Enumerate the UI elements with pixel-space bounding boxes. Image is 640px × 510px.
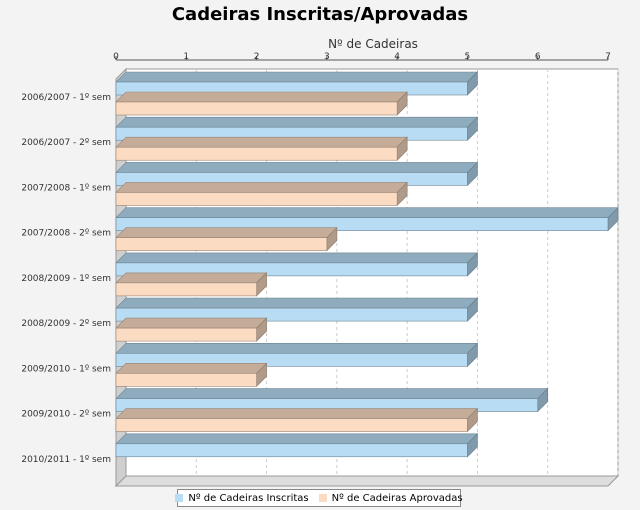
x-axis-label: Nº de Cadeiras — [328, 37, 418, 51]
bar-top-face — [115, 116, 479, 128]
bar-top-face — [115, 388, 549, 399]
bar-aprovadas — [115, 181, 408, 207]
bar-front-face — [115, 418, 468, 432]
bar-inscritas — [115, 71, 479, 96]
bar-top-face — [115, 91, 408, 103]
bar-top-face — [115, 272, 268, 284]
bar-front-face — [115, 443, 468, 458]
bar-top-face — [115, 343, 479, 354]
bar-aprovadas — [115, 407, 479, 433]
x-tick-label: 5 — [465, 52, 471, 62]
category-label: 2009/2010 - 1º sem — [21, 364, 111, 374]
bar-front-face — [115, 237, 328, 251]
category-label: 2006/2007 - 1º sem — [21, 93, 111, 103]
bar-aprovadas — [115, 91, 408, 116]
bar-front-face — [115, 146, 398, 161]
bar-front-face — [115, 327, 257, 342]
legend-label-inscritas: Nº de Cadeiras Inscritas — [188, 492, 309, 504]
x-tick-label: 1 — [183, 52, 189, 62]
category-label: 2010/2011 - 1º sem — [21, 455, 111, 465]
bar-aprovadas — [115, 272, 268, 297]
bar-top-face — [115, 207, 619, 218]
bar-top-face — [115, 227, 338, 238]
legend: Nº de Cadeiras Inscritas Nº de Cadeiras … — [175, 489, 463, 507]
x-tick-label: 2 — [254, 52, 260, 62]
bar-top-face — [115, 297, 479, 309]
bar-aprovadas — [115, 136, 408, 161]
x-tick-label: 3 — [324, 52, 330, 62]
category-label: 2009/2010 - 2º sem — [21, 410, 111, 420]
bar-top-face — [115, 136, 408, 148]
legend-swatch-aprovadas — [318, 494, 327, 502]
x-tick-label: 6 — [535, 52, 541, 62]
bar-top-face — [115, 182, 408, 193]
bar-inscritas — [115, 252, 479, 277]
bar-top-face — [115, 252, 479, 264]
legend-swatch-inscritas — [175, 494, 184, 502]
bar-front-face — [115, 192, 398, 206]
category-label: 2008/2009 - 2º sem — [21, 319, 111, 329]
bar-inscritas — [115, 206, 619, 232]
bar-inscritas — [115, 161, 479, 187]
category-label: 2008/2009 - 1º sem — [21, 274, 111, 284]
legend-item-inscritas: Nº de Cadeiras Inscritas — [175, 492, 309, 504]
legend-item-aprovadas: Nº de Cadeiras Aprovadas — [318, 492, 463, 504]
category-label: 2007/2008 - 2º sem — [21, 229, 111, 239]
x-tick-label: 7 — [605, 52, 611, 62]
bar-top-face — [115, 317, 268, 329]
bar-inscritas — [115, 387, 549, 413]
legend-label-aprovadas: Nº de Cadeiras Aprovadas — [331, 492, 463, 504]
bar-aprovadas — [115, 226, 338, 252]
bar-top-face — [115, 363, 268, 374]
bar-top-face — [115, 162, 479, 173]
category-label: 2007/2008 - 1º sem — [21, 183, 111, 193]
x-tick-label: 0 — [113, 52, 119, 62]
x-tick-label: 4 — [394, 52, 400, 62]
bar-inscritas — [115, 342, 479, 368]
chart-title: Cadeiras Inscritas/Aprovadas — [171, 4, 469, 25]
bar-top-face — [115, 433, 479, 445]
plot-floor — [114, 475, 620, 487]
bar-aprovadas — [115, 362, 268, 388]
category-label: 2006/2007 - 2º sem — [21, 138, 111, 148]
bar-front-face — [115, 282, 257, 297]
bar-aprovadas — [115, 317, 268, 342]
bar-top-face — [115, 71, 479, 83]
bar-front-face — [115, 373, 257, 387]
bar-top-face — [115, 408, 479, 419]
bar-inscritas — [115, 297, 479, 322]
bar-front-face — [115, 101, 398, 116]
bar-inscritas — [115, 433, 479, 458]
bar-inscritas — [115, 116, 479, 141]
